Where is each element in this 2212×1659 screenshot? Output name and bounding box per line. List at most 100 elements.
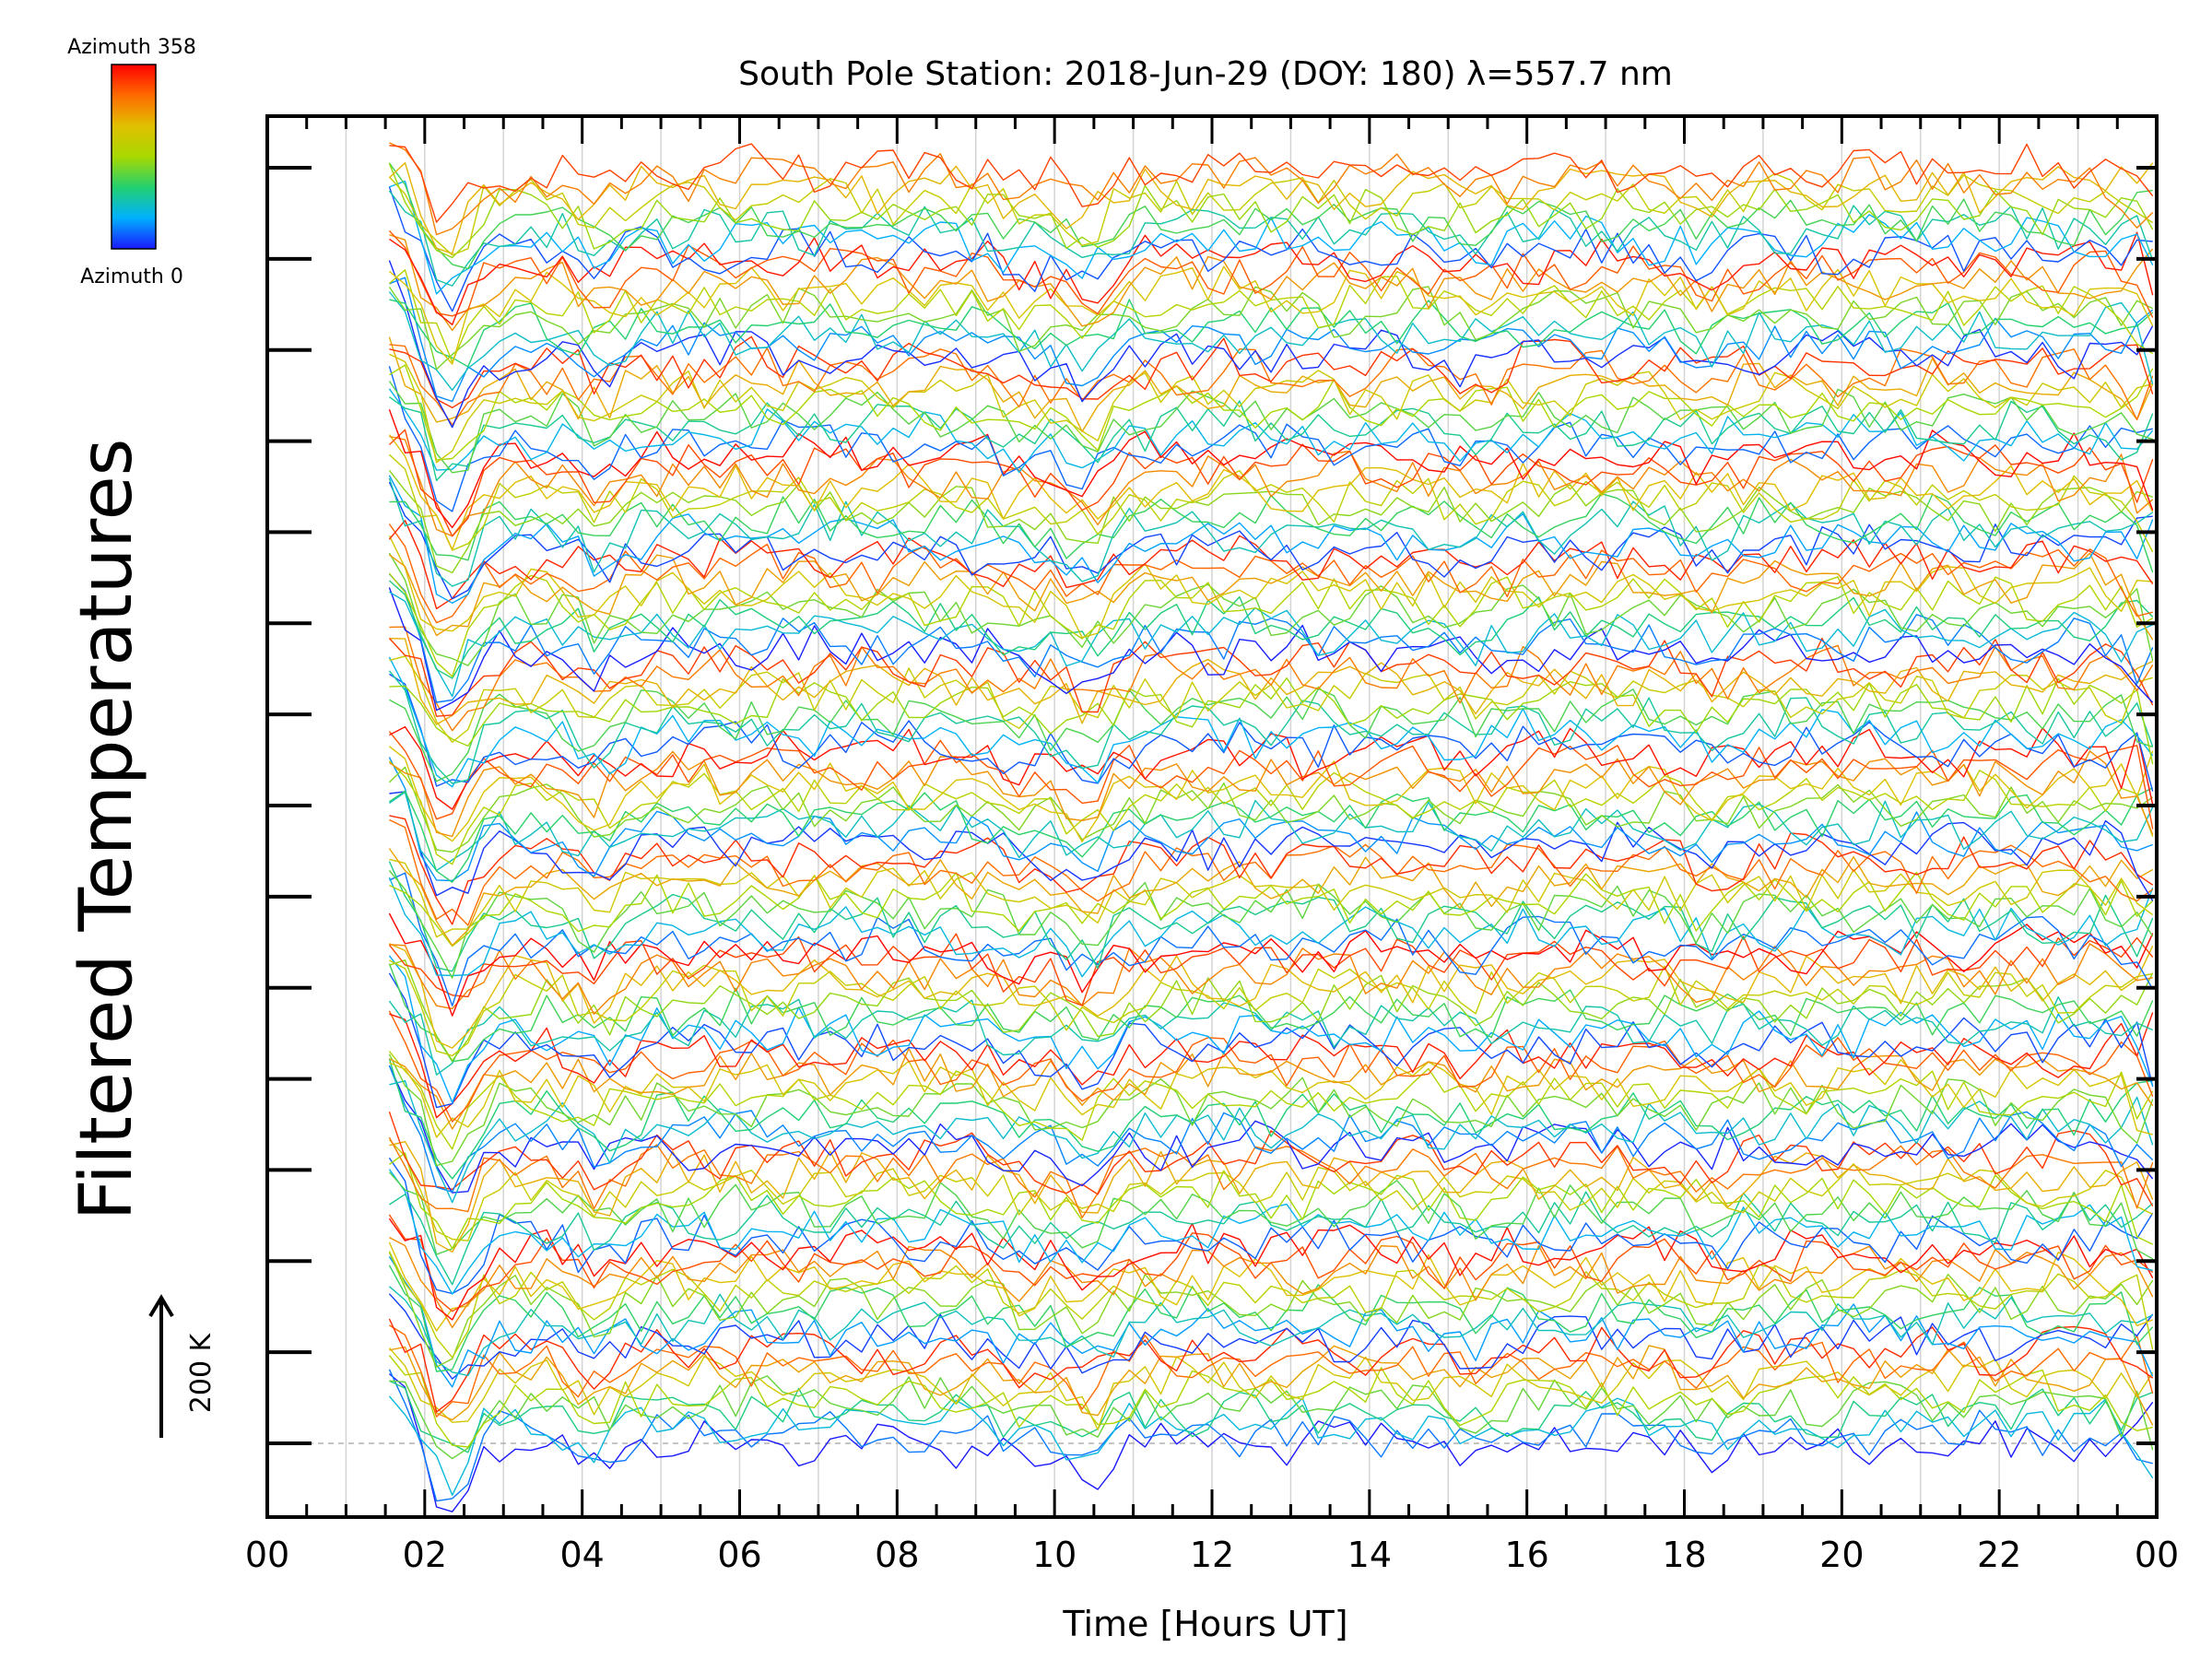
colorbar: Azimuth 358 Azimuth 0 — [67, 36, 196, 288]
series-line — [389, 234, 2154, 332]
series-line — [389, 1141, 2154, 1253]
series-line — [388, 291, 2154, 391]
series-line — [388, 1241, 2153, 1332]
series-line — [388, 172, 2154, 256]
colorbar-top-label: Azimuth 358 — [67, 36, 196, 59]
series-line — [388, 481, 2153, 600]
series-line — [388, 1286, 2154, 1377]
series-line — [388, 1152, 2154, 1250]
series-line — [389, 231, 2154, 325]
series-line — [389, 335, 2154, 408]
series-line — [389, 791, 2154, 901]
series-line — [388, 453, 2154, 553]
series-line — [388, 396, 2154, 482]
series-line — [388, 408, 2154, 529]
series-line — [389, 959, 2153, 1057]
x-tick-label: 12 — [1190, 1535, 1234, 1575]
series-line — [389, 1059, 2153, 1138]
series-line — [388, 286, 2154, 371]
series-line — [388, 1139, 2154, 1241]
axes: 00 02 04 06 08 10 12 14 16 18 20 22 00 — [245, 114, 2179, 1575]
series-line — [388, 1251, 2154, 1359]
colorbar-bottom-label: Azimuth 0 — [80, 265, 183, 288]
chart-title: South Pole Station: 2018-Jun-29 (DOY: 18… — [738, 55, 1673, 93]
x-tick-label: 00 — [2135, 1535, 2179, 1575]
series-line — [388, 1065, 2154, 1193]
series-line — [389, 959, 2154, 1062]
series-line — [389, 750, 2154, 838]
series-line — [389, 1012, 2154, 1119]
x-tick-label: 20 — [1819, 1535, 1864, 1575]
series-line — [388, 1369, 2153, 1502]
series-line — [389, 364, 2154, 461]
series-line — [389, 1345, 2154, 1426]
series-line — [388, 760, 2154, 865]
series-line — [388, 1218, 2154, 1321]
series-line — [388, 269, 2154, 363]
x-tick-label: 18 — [1662, 1535, 1706, 1575]
series-line — [388, 757, 2153, 882]
series-line — [389, 638, 2153, 725]
series-line — [388, 848, 2154, 947]
series-line — [388, 580, 2154, 679]
series-line — [389, 626, 2154, 732]
series-line — [388, 1171, 2154, 1260]
series-line — [389, 1080, 2154, 1204]
series-line — [388, 587, 2154, 712]
series-group — [388, 142, 2154, 1512]
series-line — [388, 1136, 2154, 1218]
series-line — [388, 1347, 2154, 1430]
series-line — [388, 1169, 2153, 1295]
series-line — [388, 1053, 2154, 1167]
series-line — [389, 688, 2153, 782]
series-line — [389, 815, 2154, 925]
series-line — [389, 872, 2154, 1006]
series-line — [388, 429, 2154, 537]
series-line — [389, 143, 2154, 223]
series-line — [388, 877, 2154, 978]
series-line — [388, 972, 2154, 1109]
x-axis-label: Time [Hours UT] — [1062, 1604, 1347, 1644]
series-line — [388, 572, 2154, 677]
series-line — [389, 858, 2154, 938]
series-line — [388, 434, 2154, 550]
series-line — [388, 475, 2154, 604]
series-line — [388, 1355, 2153, 1448]
series-line — [388, 766, 2154, 853]
y-axis-label: Filtered Temperatures — [65, 439, 148, 1220]
series-line — [388, 1265, 2154, 1372]
x-tick-label: 08 — [875, 1535, 919, 1575]
series-line — [388, 190, 2154, 287]
series-line — [388, 996, 2153, 1076]
series-line — [389, 791, 2154, 872]
series-line — [388, 656, 2154, 788]
series-line — [389, 677, 2154, 765]
series-line — [388, 861, 2154, 972]
series-line — [389, 1324, 2154, 1418]
series-line — [388, 1395, 2154, 1496]
series-line — [388, 260, 2154, 429]
series-line — [388, 1051, 2154, 1150]
series-line — [388, 524, 2153, 624]
x-tick-label: 14 — [1347, 1535, 1392, 1575]
series-line — [388, 1214, 2154, 1312]
series-line — [388, 731, 2154, 830]
scale-bar-label: 200 K — [185, 1332, 218, 1413]
series-line — [388, 477, 2154, 587]
series-line — [388, 1252, 2154, 1368]
series-line — [388, 161, 2154, 254]
series-line — [389, 787, 2154, 883]
series-line — [388, 381, 2153, 474]
series-line — [388, 1058, 2153, 1180]
series-line — [388, 163, 2154, 259]
series-line — [388, 870, 2154, 979]
x-tick-label: 06 — [717, 1535, 761, 1575]
scale-bar-arrowhead-icon — [148, 1294, 174, 1318]
series-line — [388, 1111, 2154, 1207]
series-line — [389, 344, 2154, 426]
series-line — [388, 1065, 2154, 1194]
series-line — [388, 933, 2154, 1006]
series-line — [389, 943, 2153, 1015]
series-line — [388, 520, 2154, 610]
